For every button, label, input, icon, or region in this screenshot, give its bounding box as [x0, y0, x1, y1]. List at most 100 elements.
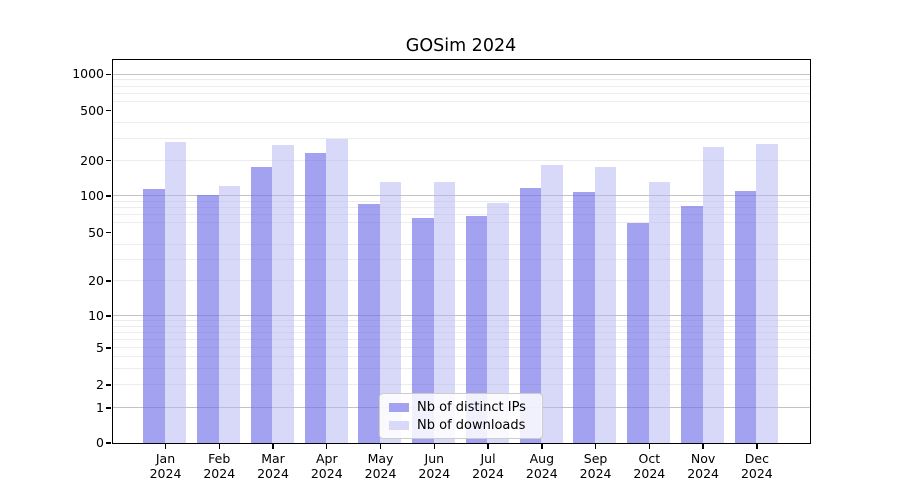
bar-distinct-ips: [197, 195, 219, 443]
x-tick-label: Jan 2024: [149, 451, 182, 481]
y-tick-label: 5: [96, 340, 104, 355]
y-tick-mark: [106, 315, 111, 317]
x-tick-mark: [648, 444, 651, 449]
bar-distinct-ips: [627, 223, 649, 443]
y-tick-label: 0: [96, 435, 104, 450]
y-tick-mark: [106, 280, 111, 282]
bar-downloads: [326, 138, 348, 443]
gridline-minor: [113, 347, 810, 349]
bar-distinct-ips: [304, 153, 327, 443]
y-tick-mark: [106, 231, 111, 234]
bar-downloads: [541, 164, 563, 443]
bar-distinct-ips: [681, 205, 703, 443]
gridline-major: [113, 315, 810, 317]
x-tick-mark: [272, 444, 274, 449]
gridline-minor: [113, 384, 810, 386]
gridline-minor: [113, 243, 810, 245]
bar-distinct-ips: [250, 167, 273, 443]
y-tick-mark: [106, 110, 111, 112]
x-tick-label: Jul 2024: [472, 451, 504, 481]
gridline-minor: [113, 200, 810, 202]
bar-downloads: [379, 182, 402, 443]
gridline-minor: [113, 122, 810, 124]
x-tick-label: Apr 2024: [310, 451, 343, 481]
gridline-minor: [113, 100, 810, 102]
x-tick-label: Dec 2024: [740, 451, 773, 481]
gridline-minor: [113, 325, 810, 327]
y-tick-label: 2: [96, 377, 104, 392]
x-tick-mark: [379, 444, 382, 449]
bar-downloads: [648, 181, 671, 443]
gridline-minor: [113, 338, 810, 340]
y-tick-mark: [106, 195, 111, 197]
y-tick-label: 500: [80, 102, 104, 118]
bar-distinct-ips: [519, 187, 542, 443]
gridline-major: [113, 73, 810, 75]
gridline-minor: [113, 280, 810, 282]
gridline-minor: [113, 160, 810, 162]
x-tick-label: Mar 2024: [257, 451, 289, 481]
x-tick-label: Oct 2024: [633, 451, 666, 481]
x-tick-mark: [756, 444, 758, 449]
x-tick-label: Feb 2024: [203, 451, 236, 481]
x-tick-mark: [594, 444, 597, 449]
gridline-minor: [113, 92, 810, 94]
gridline-minor: [113, 214, 810, 216]
x-tick-label: Jun 2024: [418, 451, 451, 481]
x-tick-mark: [487, 444, 489, 449]
bar-downloads: [272, 145, 294, 443]
bar-distinct-ips: [573, 191, 595, 443]
x-tick-mark: [433, 444, 435, 449]
y-tick-label: 50: [88, 224, 104, 240]
legend-swatch-downloads: [389, 420, 409, 430]
legend-item-downloads: Nb of downloads: [389, 418, 542, 433]
legend-label-downloads: Nb of downloads: [417, 417, 526, 433]
gridline-minor: [113, 368, 810, 370]
y-tick-label: 100: [80, 188, 104, 203]
gridline-minor: [113, 85, 810, 87]
x-tick-label: Sep 2024: [579, 451, 612, 481]
y-tick-label: 1000: [72, 66, 104, 82]
y-tick-label: 20: [88, 273, 104, 288]
gridline-minor: [113, 138, 810, 140]
y-tick-mark: [106, 347, 111, 349]
gridline-minor: [113, 79, 810, 81]
x-tick-mark: [326, 444, 328, 449]
bar-downloads: [702, 147, 724, 443]
legend: Nb of distinct IPs Nb of downloads: [379, 393, 543, 439]
gridline-minor: [113, 356, 810, 358]
y-tick-mark: [106, 384, 111, 386]
gridline-minor: [113, 331, 810, 333]
x-tick-mark: [218, 444, 220, 449]
bar-distinct-ips: [143, 188, 165, 443]
y-tick-label: 200: [80, 152, 104, 168]
gridline-minor: [113, 258, 810, 260]
x-tick-label: Aug 2024: [525, 451, 558, 481]
y-tick-mark: [106, 160, 111, 162]
y-tick-label: 10: [88, 308, 104, 323]
y-tick-mark: [106, 442, 111, 444]
legend-item-distinct-ips: Nb of distinct IPs: [389, 400, 542, 415]
x-tick-mark: [702, 444, 704, 449]
legend-swatch-distinct-ips: [389, 402, 409, 412]
bar-downloads: [594, 167, 617, 443]
gridline-minor: [113, 207, 810, 209]
bar-downloads: [433, 181, 456, 443]
y-tick-mark: [106, 73, 111, 76]
bar-distinct-ips: [734, 191, 757, 443]
bar-distinct-ips: [358, 204, 380, 443]
bar-distinct-ips: [465, 216, 488, 443]
plot-area: [112, 59, 811, 444]
gridline-minor: [113, 222, 810, 224]
bar-downloads: [218, 185, 241, 443]
x-tick-mark: [541, 444, 543, 449]
x-tick-label: May 2024: [364, 451, 397, 481]
bar-downloads: [756, 144, 778, 443]
y-tick-label: 1: [96, 400, 104, 415]
gridline-major: [113, 195, 810, 197]
bar-downloads: [164, 142, 187, 443]
legend-label-distinct-ips: Nb of distinct IPs: [417, 399, 526, 415]
x-tick-mark: [164, 444, 167, 449]
x-tick-label: Nov 2024: [687, 451, 719, 481]
y-tick-mark: [106, 407, 111, 409]
